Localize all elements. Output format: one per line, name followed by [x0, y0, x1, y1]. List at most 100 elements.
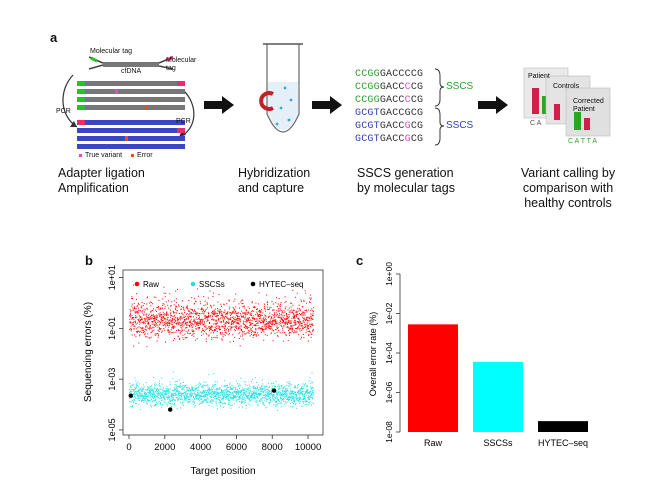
scatter-point-sscss: [224, 380, 226, 382]
scatter-point-raw: [212, 292, 214, 294]
scatter-point-sscss: [200, 394, 202, 396]
scatter-point-raw: [279, 332, 281, 334]
scatter-point-sscss: [270, 399, 271, 401]
scatter-point-sscss: [299, 391, 301, 393]
scatter-point-sscss: [265, 391, 267, 393]
scatter-point-raw: [180, 315, 182, 317]
scatter-point-sscss: [303, 402, 305, 404]
scatter-point-sscss: [312, 394, 314, 396]
scatter-point-raw: [190, 313, 192, 315]
scatter-point-sscss: [145, 398, 147, 399]
scatter-point-raw: [291, 326, 293, 328]
scatter-point-raw: [227, 321, 229, 323]
scatter-point-raw: [189, 320, 191, 322]
scatter-point-sscss: [129, 389, 131, 390]
scatter-point-sscss: [234, 391, 236, 393]
scatter-point-raw: [279, 306, 281, 308]
scatter-point-sscss: [209, 390, 211, 392]
scatter-point-raw: [295, 323, 297, 325]
scatter-point-raw: [277, 313, 278, 315]
scatter-point-raw: [219, 327, 221, 329]
scatter-point-raw: [167, 330, 169, 332]
scatter-point-raw: [137, 311, 139, 313]
scatter-point-raw: [292, 289, 294, 291]
scatter-point-sscss: [269, 401, 271, 403]
scatter-point-sscss: [276, 394, 278, 395]
scatter-point-sscss: [152, 390, 154, 392]
scatter-point-sscss: [184, 397, 186, 399]
scatter-point-sscss: [305, 392, 307, 393]
scatter-point-sscss: [235, 380, 237, 382]
scatter-point-raw: [235, 312, 237, 314]
scatter-point-sscss: [256, 400, 258, 401]
scatter-point-sscss: [196, 391, 198, 393]
scatter-point-sscss: [239, 387, 241, 389]
scatter-point-raw: [213, 336, 215, 338]
scatter-point-raw: [289, 320, 291, 322]
scatter-point-raw: [180, 323, 182, 325]
scatter-point-raw: [142, 312, 144, 314]
scatter-point-sscss: [148, 388, 150, 390]
scatter-point-sscss: [154, 388, 156, 390]
scatter-point-sscss: [238, 395, 240, 397]
scatter-point-raw: [196, 338, 198, 340]
scatter-point-raw: [135, 315, 137, 317]
scatter-point-raw: [142, 310, 144, 312]
scatter-point-raw: [264, 328, 266, 330]
scatter-point-raw: [218, 320, 220, 322]
scatter-point-sscss: [302, 394, 304, 396]
scatter-point-sscss: [284, 395, 286, 397]
scatter-point-raw: [175, 302, 177, 304]
scatter-point-sscss: [245, 396, 247, 398]
scatter-point-raw: [272, 303, 274, 305]
scatter-point-raw: [233, 321, 235, 323]
scatter-point-sscss: [225, 397, 227, 399]
scatter-point-sscss: [136, 382, 138, 384]
scatter-point-sscss: [275, 385, 276, 387]
scatter-point-sscss: [180, 398, 181, 400]
scatter-point-raw: [264, 318, 266, 320]
scatter-point-raw: [206, 307, 208, 309]
scatter-point-sscss: [242, 401, 244, 403]
scatter-point-sscss: [196, 399, 198, 401]
scatter-point-raw: [241, 299, 243, 301]
scatter-point-sscss: [141, 386, 143, 388]
scatter-point-sscss: [149, 397, 151, 399]
scatter-point-raw: [173, 327, 175, 329]
scatter-point-sscss: [153, 376, 155, 378]
scatter-point-sscss: [282, 391, 284, 393]
scatter-point-raw: [205, 304, 207, 306]
scatter-point-raw: [177, 335, 179, 337]
scatter-point-raw: [299, 322, 301, 324]
scatter-point-raw: [265, 323, 267, 325]
scatter-point-raw: [307, 322, 309, 324]
scatter-point-sscss: [302, 400, 304, 402]
scatter-point-raw: [275, 312, 277, 314]
scatter-point-raw: [176, 320, 178, 322]
scatter-point-sscss: [187, 396, 189, 398]
scatter-point-raw: [173, 325, 175, 327]
scatter-point-sscss: [224, 403, 226, 405]
sscs-sequence-line: CCGGGACCCCG: [355, 94, 423, 107]
scatter-point-sscss: [232, 394, 234, 396]
scatter-point-sscss: [136, 393, 138, 395]
molecular-tag-label-left: Molecular tag: [90, 48, 133, 55]
scatter-point-sscss: [210, 389, 212, 391]
scatter-point-sscss: [215, 396, 217, 397]
scatter-point-raw: [245, 324, 247, 326]
scatter-point-raw: [216, 337, 218, 339]
scatter-point-sscss: [160, 388, 162, 390]
scatter-point-sscss: [160, 396, 162, 398]
scatter-point-raw: [273, 319, 275, 321]
scatter-point-sscss: [304, 397, 306, 399]
scatter-point-sscss: [169, 391, 171, 393]
scatter-point-raw: [255, 321, 256, 323]
scatter-point-raw: [181, 330, 183, 332]
scatter-point-raw: [195, 325, 197, 327]
scatter-point-raw: [286, 314, 288, 316]
scatter-point-raw: [292, 310, 294, 312]
scatter-point-sscss: [235, 396, 237, 398]
scatter-point-sscss: [184, 386, 186, 388]
scatter-point-sscss: [283, 398, 285, 400]
scatter-point-raw: [302, 316, 304, 318]
